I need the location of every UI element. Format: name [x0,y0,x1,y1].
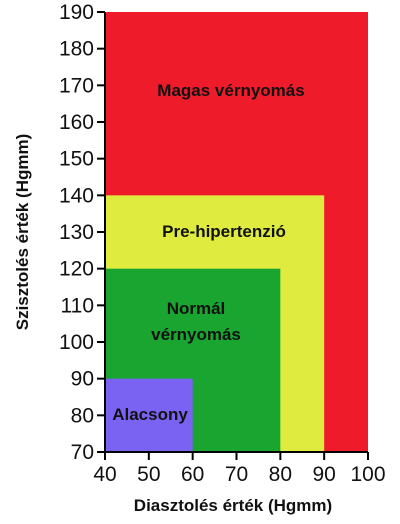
x-tick-label: 50 [137,463,160,486]
y-tick-label: 130 [59,221,94,244]
y-axis-title: Szisztolés érték (Hgmm) [13,134,32,331]
x-tick-label: 40 [93,463,116,486]
y-tick-label: 80 [71,404,94,427]
region-label-alacsony: Alacsony [112,405,188,424]
region-label-normal-vernyomas: Normál [167,299,226,318]
x-axis-title: Diasztolés érték (Hgmm) [134,496,332,515]
region-label-pre-hipertenzio: Pre-hipertenzió [162,222,286,241]
y-tick-label: 110 [61,294,94,317]
y-tick-label: 90 [71,368,94,391]
region-label-magas-vernyomas: Magas vérnyomás [157,81,304,100]
y-tick-label: 160 [59,111,94,134]
x-tick-label: 80 [269,463,292,486]
y-tick-label: 100 [59,331,94,354]
region-layer [105,12,368,453]
x-tick-label: 70 [225,463,248,486]
y-tick-label: 170 [59,74,94,97]
tick-layer: 70 80 90 100 110 120 130 140 150 160 170 180 190 40 50… [59,1,386,486]
region-label-layer: Magas vérnyomás Pre-hipertenzió Normál vérn… [112,81,305,424]
y-tick-label: 190 [59,1,94,24]
y-tick-label: 150 [59,148,94,171]
y-tick-label: 70 [71,441,94,464]
region-alacsony [105,378,193,452]
y-tick-label: 120 [59,258,94,281]
y-tick-label: 180 [59,38,94,61]
x-tick-label: 60 [181,463,204,486]
region-label-normal-vernyomas: vérnyomás [151,325,241,344]
x-tick-label: 100 [350,463,385,486]
y-tick-label: 140 [59,184,94,207]
x-tick-label: 90 [312,463,335,486]
